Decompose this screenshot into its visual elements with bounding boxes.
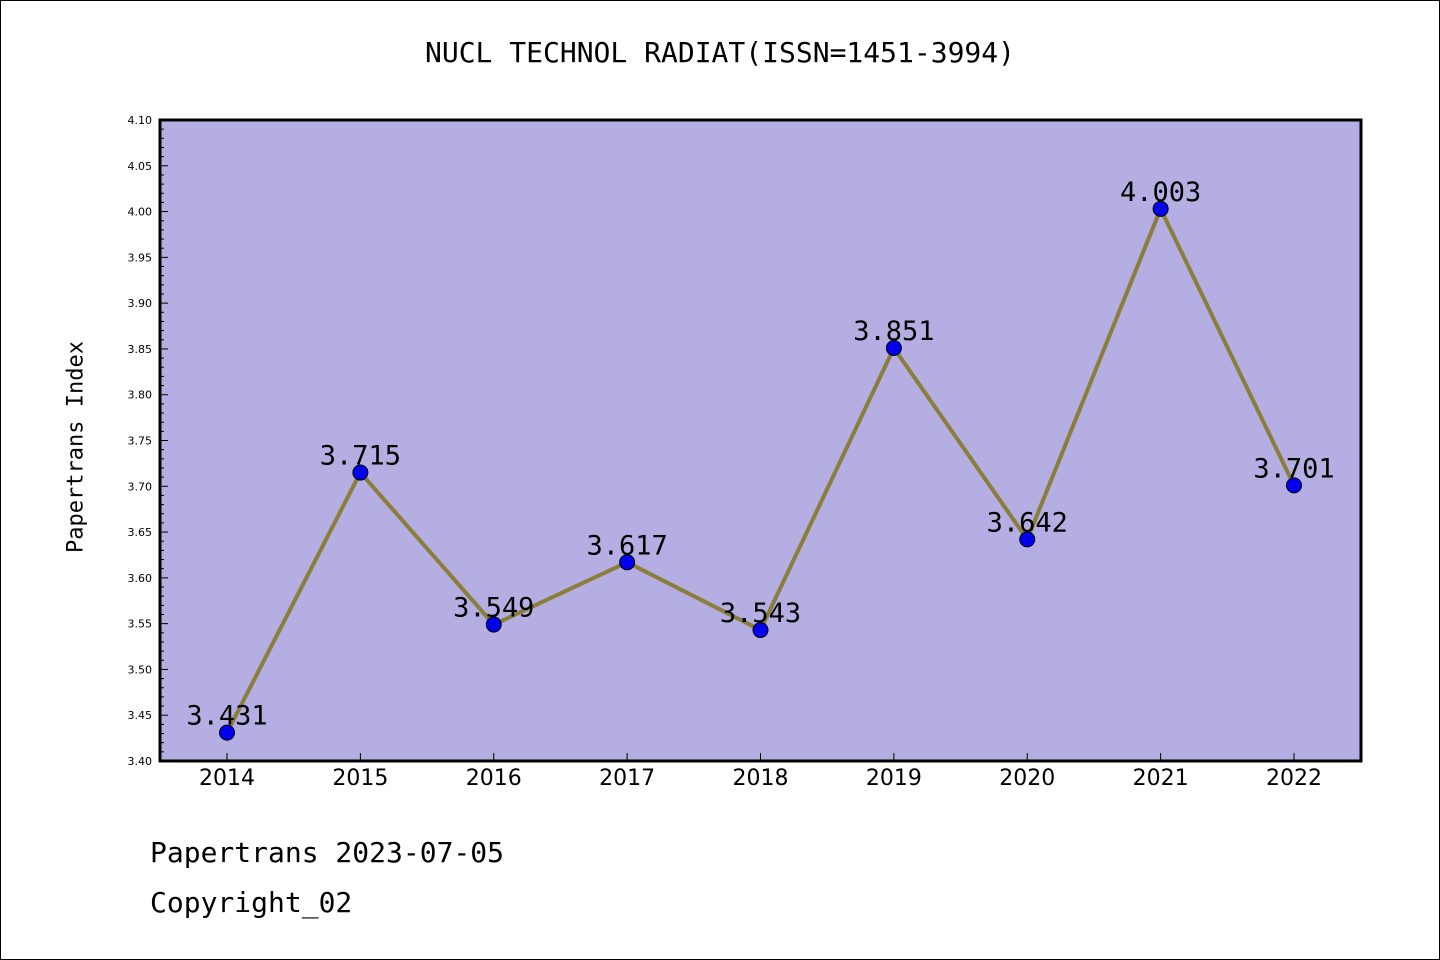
data-point-marker: [752, 622, 769, 639]
data-label: 3.642: [987, 507, 1068, 538]
data-label: 3.617: [586, 530, 667, 561]
chart-title: NUCL TECHNOL RADIAT(ISSN=1451-3994): [424, 36, 1015, 69]
y-tick-label: 3.65: [128, 526, 153, 539]
data-point-marker: [219, 724, 235, 741]
data-point-marker: [352, 464, 369, 481]
data-labels: 3.431 3.715 3.549 3.617 3.543 3.851 3.642 4.003…: [186, 177, 1334, 732]
y-tick-label: 4.05: [128, 160, 153, 173]
y-tick-label: 3.70: [128, 480, 153, 493]
footer-copyright: Copyright_02: [150, 886, 353, 919]
x-tick-label: 2021: [1133, 766, 1189, 791]
data-point-marker: [1286, 477, 1302, 494]
y-tick-label: 3.80: [128, 389, 153, 402]
y-tick-label: 3.95: [128, 251, 153, 264]
y-tick-label: 3.85: [128, 343, 153, 356]
x-tick-label: 2018: [733, 766, 789, 791]
x-tick-label: 2015: [332, 766, 388, 791]
data-point-marker: [1019, 531, 1036, 548]
data-label: 3.701: [1253, 453, 1334, 484]
x-tick-label: 2014: [199, 766, 255, 791]
y-tick-label: 4.00: [128, 206, 153, 219]
x-tick-label: 2016: [466, 766, 522, 791]
y-tick-label: 3.60: [128, 572, 153, 585]
data-point-marker: [885, 340, 902, 357]
plot-border: [158, 118, 1363, 763]
data-label: 3.431: [186, 701, 267, 732]
y-tick-label: 3.75: [128, 435, 153, 448]
x-axis-ticks: 2014 2015 2016 2017 2018 2019 2020 2021 2022: [199, 753, 1322, 791]
x-tick-label: 2022: [1266, 766, 1322, 791]
x-tick-label: 2020: [999, 766, 1055, 791]
x-tick-label: 2019: [866, 766, 922, 791]
y-tick-label: 3.40: [128, 755, 153, 768]
y-tick-label: 4.10: [128, 114, 153, 127]
y-axis-ticks: 3.40 3.45 3.50 3.55 3.60 3.65 3.70 3.75 3.80 3.85…: [128, 114, 168, 768]
data-point-marker: [485, 616, 502, 633]
plot-area: [160, 120, 1361, 761]
data-label: 3.543: [720, 598, 801, 629]
data-label: 3.549: [453, 593, 534, 624]
data-markers: [219, 200, 1302, 741]
y-tick-label: 3.45: [128, 709, 153, 722]
y-tick-label: 3.90: [128, 297, 153, 310]
y-tick-label: 3.50: [128, 663, 153, 676]
data-point-marker: [619, 554, 636, 571]
x-tick-label: 2017: [599, 766, 655, 791]
data-label: 4.003: [1120, 177, 1201, 208]
y-tick-label: 3.55: [128, 618, 153, 631]
data-label: 3.851: [853, 316, 934, 347]
footer-date: Papertrans 2023-07-05: [150, 836, 505, 869]
data-label: 3.715: [320, 441, 401, 472]
data-point-marker: [1152, 200, 1169, 217]
